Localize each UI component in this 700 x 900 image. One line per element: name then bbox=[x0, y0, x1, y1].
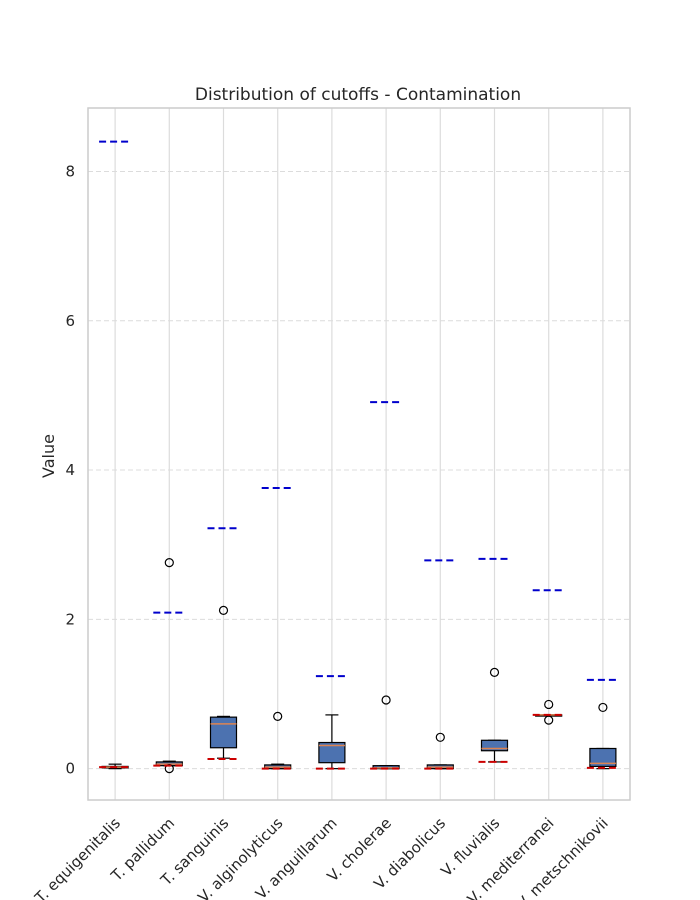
plot-area bbox=[99, 140, 619, 774]
iqr-box bbox=[589, 747, 617, 768]
outlier-point bbox=[218, 605, 229, 615]
iqr-box bbox=[480, 739, 509, 752]
iqr-box bbox=[209, 716, 238, 749]
box-group bbox=[261, 486, 294, 770]
box-group bbox=[532, 589, 565, 725]
box-group bbox=[207, 527, 240, 760]
outlier-point bbox=[381, 695, 391, 705]
y-tick-label: 4 bbox=[65, 461, 75, 479]
outlier-point bbox=[598, 702, 608, 713]
y-tick-label: 8 bbox=[65, 162, 75, 180]
box-group bbox=[424, 559, 457, 770]
box-group bbox=[153, 558, 186, 774]
box-group bbox=[478, 557, 511, 763]
grid-lines bbox=[88, 108, 630, 800]
y-axis-label: Value bbox=[39, 434, 58, 478]
outlier-point bbox=[544, 699, 554, 710]
box-group bbox=[99, 140, 132, 770]
y-tick-label: 2 bbox=[65, 610, 75, 628]
axes-frame bbox=[87, 107, 631, 801]
iqr-box bbox=[318, 741, 346, 764]
outlier-point bbox=[273, 711, 283, 721]
box-group bbox=[370, 401, 403, 770]
outlier-point bbox=[164, 558, 174, 568]
box-group bbox=[315, 675, 348, 770]
outlier-point bbox=[489, 667, 500, 677]
y-ticks: 0 2 4 6 8 bbox=[65, 162, 75, 777]
y-tick-label: 6 bbox=[65, 312, 75, 330]
outlier-point bbox=[164, 764, 174, 774]
outlier-point bbox=[544, 715, 554, 725]
y-tick-label: 0 bbox=[65, 760, 75, 778]
chart-title: Distribution of cutoffs - Contamination bbox=[195, 85, 521, 105]
box-group bbox=[586, 678, 619, 770]
outlier-point bbox=[435, 732, 445, 742]
